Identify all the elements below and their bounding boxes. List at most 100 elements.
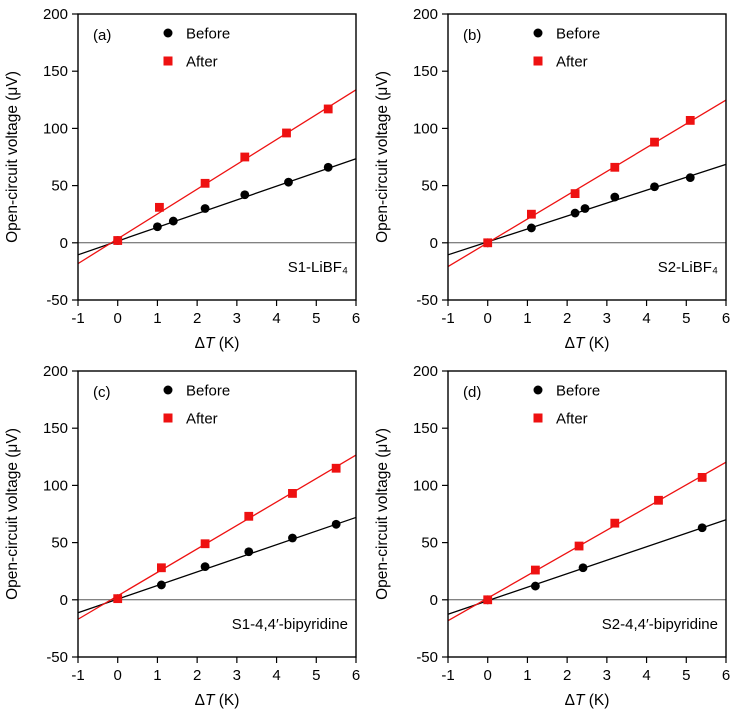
x-tick-label: 0 <box>114 310 122 327</box>
x-tick-label: -1 <box>71 310 84 327</box>
x-tick-label: 6 <box>352 667 360 684</box>
legend-label-before: Before <box>556 383 600 400</box>
data-point-after <box>610 518 620 528</box>
fit-line-after <box>447 461 727 622</box>
data-point-after <box>240 152 250 162</box>
data-point-before <box>200 204 210 213</box>
panel-c: -1 0 1 2 3 4 5 6 -50 0 50 100 150 200 Before After (c) S1… <box>0 357 370 714</box>
y-tick-label: 150 <box>413 420 438 437</box>
fit-line-after <box>77 89 357 265</box>
x-tick-label: 1 <box>153 667 161 684</box>
x-tick-label: 4 <box>272 310 280 327</box>
legend-marker-after <box>533 413 543 423</box>
data-point-before <box>578 563 588 573</box>
data-point-after <box>483 595 493 605</box>
data-point-after <box>654 495 663 505</box>
data-point-before <box>157 580 166 590</box>
data-point-after <box>282 128 291 138</box>
y-tick-label: 50 <box>51 535 68 552</box>
data-point-before <box>323 162 333 172</box>
y-tick-label: 50 <box>421 535 438 552</box>
data-point-after <box>527 209 536 219</box>
fit-line-before <box>77 516 357 614</box>
panel-label: (c) <box>93 384 111 401</box>
data-point-before <box>570 208 580 218</box>
x-tick-label: 6 <box>352 310 360 327</box>
x-tick-label: 0 <box>114 667 122 684</box>
data-point-after <box>574 541 584 551</box>
data-point-before <box>288 533 297 543</box>
legend-marker-before <box>533 385 543 395</box>
data-point-before <box>530 581 540 591</box>
data-point-before <box>685 173 695 182</box>
y-tick-label: -50 <box>416 649 438 666</box>
legend-marker-after <box>533 56 543 66</box>
legend-marker-after <box>163 413 173 423</box>
y-axis-label: Open-circuit voltage (μV) <box>374 71 391 243</box>
data-point-before <box>284 177 293 187</box>
sample-label: S2-LiBF₄ <box>658 259 718 276</box>
data-point-before <box>610 192 620 202</box>
y-tick-label: 150 <box>43 420 68 437</box>
x-axis-label: ΔT (K) <box>565 335 610 352</box>
y-tick-label: 200 <box>43 363 68 380</box>
fit-line-before <box>77 158 357 256</box>
x-axis-label: ΔT (K) <box>195 335 240 352</box>
x-tick-label: 4 <box>642 667 650 684</box>
data-point-after <box>113 236 123 245</box>
legend-label-after: After <box>556 411 588 428</box>
panel-b: -1 0 1 2 3 4 5 6 -50 0 50 100 150 200 Before After (b) S2… <box>370 0 740 357</box>
y-tick-label: 150 <box>413 63 438 80</box>
x-tick-label: 5 <box>312 667 320 684</box>
y-tick-label: 0 <box>430 235 438 252</box>
chart-b: -1 0 1 2 3 4 5 6 -50 0 50 100 150 200 Before After (b) S2… <box>374 6 730 352</box>
x-tick-label: 1 <box>523 310 531 327</box>
legend-marker-before <box>163 385 173 395</box>
y-tick-label: 200 <box>413 6 438 23</box>
data-point-after <box>331 463 341 473</box>
y-tick-label: 100 <box>43 120 68 137</box>
x-tick-label: -1 <box>441 310 454 327</box>
y-tick-label: 200 <box>413 363 438 380</box>
y-tick-label: 150 <box>43 63 68 80</box>
y-tick-label: -50 <box>416 292 438 309</box>
legend-marker-before <box>533 28 543 38</box>
chart-a: -1 0 1 2 3 4 5 6 -50 0 50 100 150 200 Before After (a) S1… <box>4 6 360 352</box>
x-tick-label: 0 <box>484 667 492 684</box>
legend-label-after: After <box>556 54 588 71</box>
legend-marker-before <box>163 28 173 38</box>
data-point-after <box>200 178 210 188</box>
fit-line-after <box>447 99 727 268</box>
data-point-after <box>570 189 580 199</box>
legend-label-before: Before <box>556 26 600 43</box>
x-axis-label: ΔT (K) <box>565 692 610 709</box>
y-tick-label: 50 <box>51 178 68 195</box>
data-point-before <box>240 190 250 200</box>
data-point-after <box>323 104 333 114</box>
data-point-after <box>610 162 620 172</box>
y-tick-label: 100 <box>413 120 438 137</box>
y-tick-label: 100 <box>413 477 438 494</box>
x-tick-label: 3 <box>603 667 611 684</box>
x-tick-label: 2 <box>563 667 571 684</box>
data-point-before <box>527 223 536 233</box>
x-axis-label: ΔT (K) <box>195 692 240 709</box>
chart-d: -1 0 1 2 3 4 5 6 -50 0 50 100 150 200 Before After (d) S2… <box>374 363 730 709</box>
data-point-after <box>650 137 659 147</box>
data-point-after <box>483 238 493 248</box>
data-point-before <box>168 216 178 226</box>
data-point-before <box>244 547 254 557</box>
data-point-before <box>580 204 590 213</box>
data-point-after <box>200 539 210 549</box>
x-tick-label: 4 <box>642 310 650 327</box>
sample-label: S1-4,4′-bipyridine <box>232 616 348 633</box>
y-tick-label: -50 <box>46 292 68 309</box>
y-tick-label: 0 <box>60 592 68 609</box>
data-point-before <box>153 222 162 232</box>
data-point-after <box>530 565 540 575</box>
data-point-after <box>155 202 164 212</box>
data-point-before <box>697 523 707 533</box>
y-axis-label: Open-circuit voltage (μV) <box>4 71 21 243</box>
y-tick-label: -50 <box>46 649 68 666</box>
